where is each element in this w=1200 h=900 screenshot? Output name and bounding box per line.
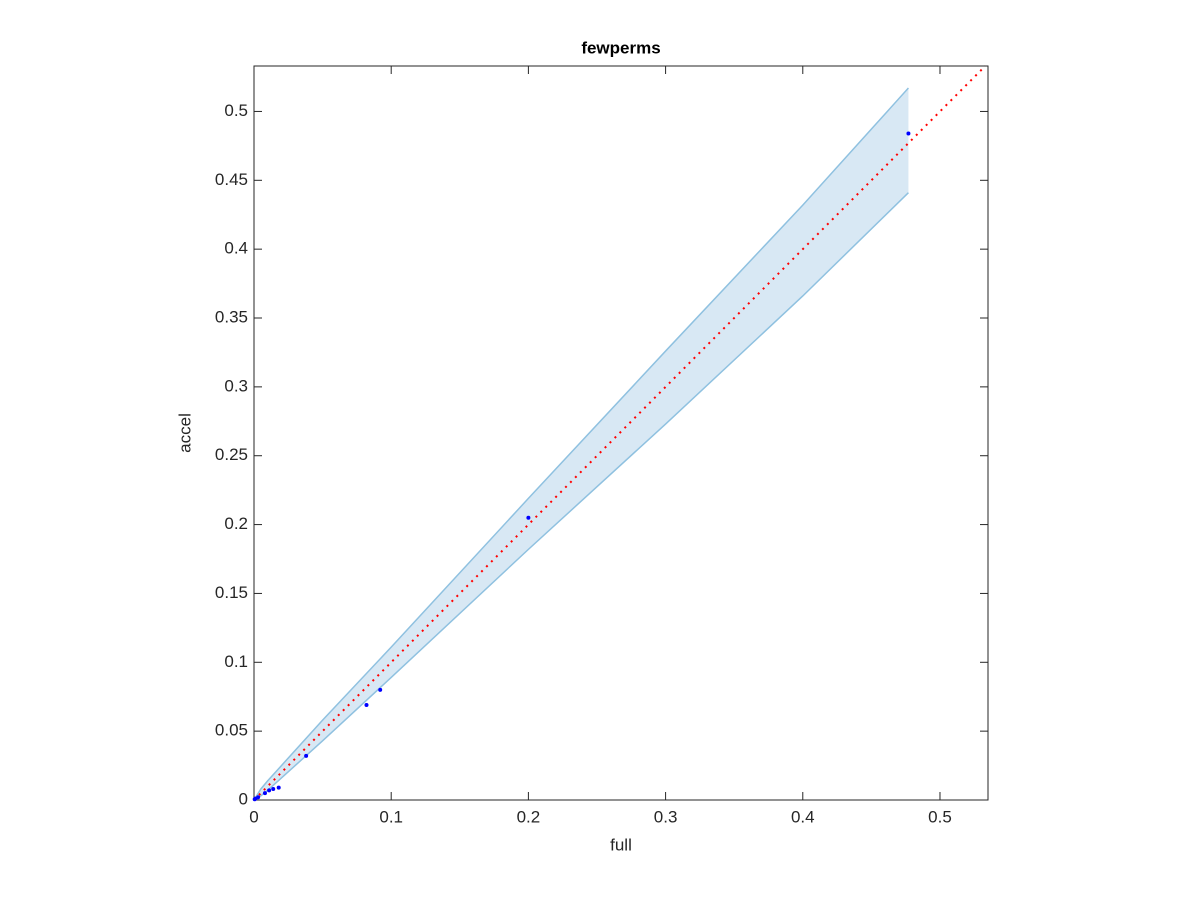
x-tick-label: 0.3: [654, 807, 678, 826]
y-tick-label: 0.2: [224, 514, 248, 533]
band-edge: [253, 87, 909, 801]
y-tick-label: 0.45: [215, 170, 248, 189]
y-tick-label: 0.15: [215, 583, 248, 602]
point: [276, 785, 281, 790]
y-tick-label: 0.4: [224, 239, 248, 258]
y-tick-label: 0: [239, 789, 248, 808]
point: [906, 131, 911, 136]
y-tick-label: 0.25: [215, 445, 248, 464]
x-tick-label: 0: [249, 807, 258, 826]
point: [252, 797, 257, 802]
x-tick-label: 0.1: [379, 807, 403, 826]
x-axis-label: full: [610, 835, 632, 854]
y-tick-label: 0.05: [215, 721, 248, 740]
x-tick-label: 0.4: [791, 807, 815, 826]
band-area: [254, 88, 909, 801]
point: [267, 788, 272, 793]
reference-line: [253, 65, 986, 801]
point: [378, 687, 383, 692]
point: [304, 753, 309, 758]
x-tick-label: 0.5: [928, 807, 952, 826]
point: [364, 702, 369, 707]
chart-title: fewperms: [581, 38, 660, 57]
point: [271, 786, 276, 791]
x-tick-label: 0.2: [517, 807, 541, 826]
y-axis-label: accel: [175, 413, 194, 453]
point: [526, 515, 531, 520]
y-tick-label: 0.5: [224, 101, 248, 120]
point: [262, 791, 267, 796]
plot-box: [253, 65, 989, 801]
y-tick-label: 0.35: [215, 307, 248, 326]
y-tick-label: 0.1: [224, 652, 248, 671]
y-tick-label: 0.3: [224, 376, 248, 395]
